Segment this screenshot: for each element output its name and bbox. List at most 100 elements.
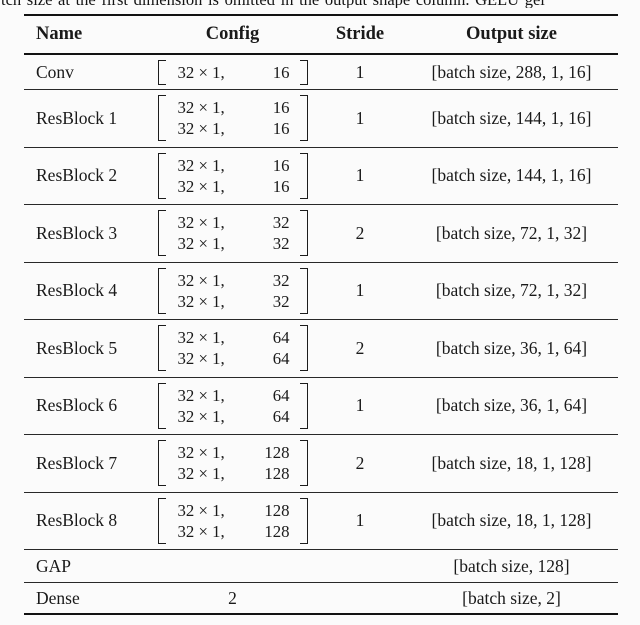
config-line: 32 × 1, 32 [178,212,290,233]
output-size-cell: [batch size, 36, 1, 64] [435,337,588,358]
config-line: 32 × 1, 64 [178,406,290,427]
kernel-size: 32 × 1, [177,119,225,139]
bracket-right-icon [299,497,308,544]
filter-count: 128 [264,500,290,520]
config-lines: 32 × 1, 128 32 × 1, 128 [166,498,300,544]
bracket-right-icon [299,59,308,85]
filter-count: 64 [272,385,290,405]
layer-name-cell: ResBlock 6 [36,395,118,416]
config-lines: 32 × 1, 64 32 × 1, 64 [166,325,300,371]
filter-count: 16 [272,155,290,175]
table-row: ResBlock 4 32 × 1, 32 32 × 1, 32 1 [batch size… [24,263,618,320]
config-matrix: 32 × 1, 128 32 × 1, 128 [157,497,308,544]
kernel-size: 32 × 1, [177,98,225,118]
config-matrix: 32 × 1, 64 32 × 1, 64 [157,325,308,372]
stride-cell: 1 [355,280,365,301]
config-text: 2 [228,587,237,608]
filter-count: 32 [272,291,290,311]
kernel-size: 32 × 1, [177,213,225,233]
config-matrix: 32 × 1, 16 [157,59,308,85]
layer-name-cell: GAP [36,555,72,576]
filter-count: 16 [272,62,290,82]
config-matrix: 32 × 1, 128 32 × 1, 128 [157,440,308,487]
config-matrix: 32 × 1, 16 32 × 1, 16 [157,95,308,142]
output-size-cell: [batch size, 144, 1, 16] [431,107,592,128]
config-line: 32 × 1, 16 [178,118,290,139]
bracket-left-icon [157,152,166,199]
config-cell: 32 × 1, 32 32 × 1, 32 [150,210,315,257]
table-row: Conv 32 × 1, 16 1 [batch size, 288, 1, 16] [24,55,618,90]
config-line: 32 × 1, 64 [178,327,290,348]
table-row: ResBlock 2 32 × 1, 16 32 × 1, 16 1 [batch size… [24,148,618,205]
output-size-cell: [batch size, 18, 1, 128] [431,452,592,473]
filter-count: 128 [264,521,290,541]
filter-count: 32 [272,270,290,290]
kernel-size: 32 × 1, [177,176,225,196]
config-lines: 32 × 1, 128 32 × 1, 128 [166,440,300,486]
config-line: 32 × 1, 128 [178,500,290,521]
kernel-size: 32 × 1, [177,234,225,254]
table-row: GAP [batch size, 128] [24,550,618,583]
config-line: 32 × 1, 32 [178,270,290,291]
config-line: 32 × 1, 64 [178,385,290,406]
config-line: 32 × 1, 128 [178,521,290,542]
config-cell: 32 × 1, 128 32 × 1, 128 [150,497,315,544]
kernel-size: 32 × 1, [177,155,225,175]
table-row: ResBlock 3 32 × 1, 32 32 × 1, 32 2 [batch size… [24,205,618,263]
layer-name-cell: ResBlock 5 [36,337,118,358]
kernel-size: 32 × 1, [177,406,225,426]
filter-count: 128 [264,443,290,463]
table-body: Conv 32 × 1, 16 1 [batch size, 288, 1, 16] Re… [24,55,618,613]
table-row: ResBlock 8 32 × 1, 128 32 × 1, 128 1 [batch si… [24,493,618,550]
header-stride: Stride [335,24,385,44]
config-line: 32 × 1, 128 [178,463,290,484]
layer-name-cell: Conv [36,61,74,82]
stride-cell: 2 [355,337,365,358]
layer-name-cell: ResBlock 8 [36,510,118,531]
kernel-size: 32 × 1, [177,349,225,369]
config-line: 32 × 1, 32 [178,233,290,254]
filter-count: 64 [272,349,290,369]
header-name: Name [36,24,83,44]
config-cell: 32 × 1, 128 32 × 1, 128 [150,440,315,487]
layer-name-cell: ResBlock 2 [36,165,118,186]
bracket-left-icon [157,210,166,257]
header-config: Config [205,24,260,44]
caption-clipped-line: tch size at the first dimension is omitt… [0,0,640,8]
kernel-size: 32 × 1, [177,521,225,541]
output-size-cell: [batch size, 72, 1, 32] [435,280,588,301]
config-cell: 32 × 1, 64 32 × 1, 64 [150,382,315,429]
config-lines: 32 × 1, 32 32 × 1, 32 [166,210,300,256]
bracket-left-icon [157,382,166,429]
filter-count: 32 [272,234,290,254]
output-size-cell: [batch size, 2] [462,587,561,608]
kernel-size: 32 × 1, [177,328,225,348]
config-cell: 32 × 1, 32 32 × 1, 32 [150,267,315,314]
output-size-cell: [batch size, 18, 1, 128] [431,510,592,531]
table-row: ResBlock 7 32 × 1, 128 32 × 1, 128 2 [batch si… [24,435,618,493]
config-matrix: 32 × 1, 32 32 × 1, 32 [157,267,308,314]
kernel-size: 32 × 1, [177,291,225,311]
config-cell: 32 × 1, 16 32 × 1, 16 [150,152,315,199]
bracket-right-icon [299,95,308,142]
stride-cell: 2 [355,452,365,473]
config-line: 32 × 1, 16 [178,62,290,83]
config-line: 32 × 1, 32 [178,291,290,312]
config-cell: 32 × 1, 16 32 × 1, 16 [150,95,315,142]
output-size-cell: [batch size, 72, 1, 32] [435,222,588,243]
filter-count: 32 [272,213,290,233]
bracket-left-icon [157,440,166,487]
config-lines: 32 × 1, 32 32 × 1, 32 [166,268,300,314]
bracket-left-icon [157,497,166,544]
layer-name-cell: ResBlock 1 [36,107,118,128]
filter-count: 128 [264,464,290,484]
config-cell: 32 × 1, 16 [150,59,315,85]
table-row: Dense 2 [batch size, 2] [24,583,618,613]
table-header-row: Name Config Stride Output size [24,16,618,55]
bracket-left-icon [157,267,166,314]
layer-name-cell: Dense [36,587,80,608]
stride-cell: 2 [355,222,365,243]
kernel-size: 32 × 1, [177,443,225,463]
config-matrix: 32 × 1, 32 32 × 1, 32 [157,210,308,257]
